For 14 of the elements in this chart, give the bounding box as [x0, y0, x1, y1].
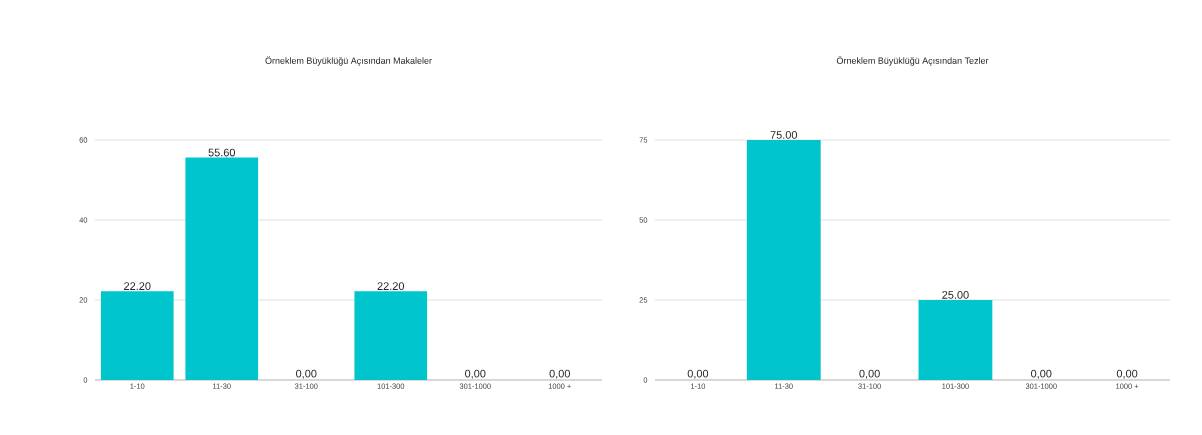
data-label: 55.60 — [208, 148, 236, 157]
chart-title: Örneklem Büyüklüğü Açısından Tezler — [836, 56, 989, 66]
data-label: 0,00 — [1031, 369, 1052, 379]
data-label: 0,00 — [296, 369, 317, 379]
chart-title: Örneklem Büyüklüğü Açısından Makaleler — [265, 56, 432, 66]
data-label: 75.00 — [770, 131, 798, 139]
data-label: 25.00 — [942, 291, 969, 299]
data-label: 22.20 — [124, 282, 151, 290]
data-label: 0,00 — [465, 369, 486, 379]
data-label: 0,00 — [859, 369, 880, 379]
data-label: 0,00 — [549, 369, 570, 379]
data-label: 0,00 — [1116, 369, 1138, 379]
data-label: 0,00 — [687, 369, 709, 379]
data-label: 22.20 — [377, 282, 405, 290]
